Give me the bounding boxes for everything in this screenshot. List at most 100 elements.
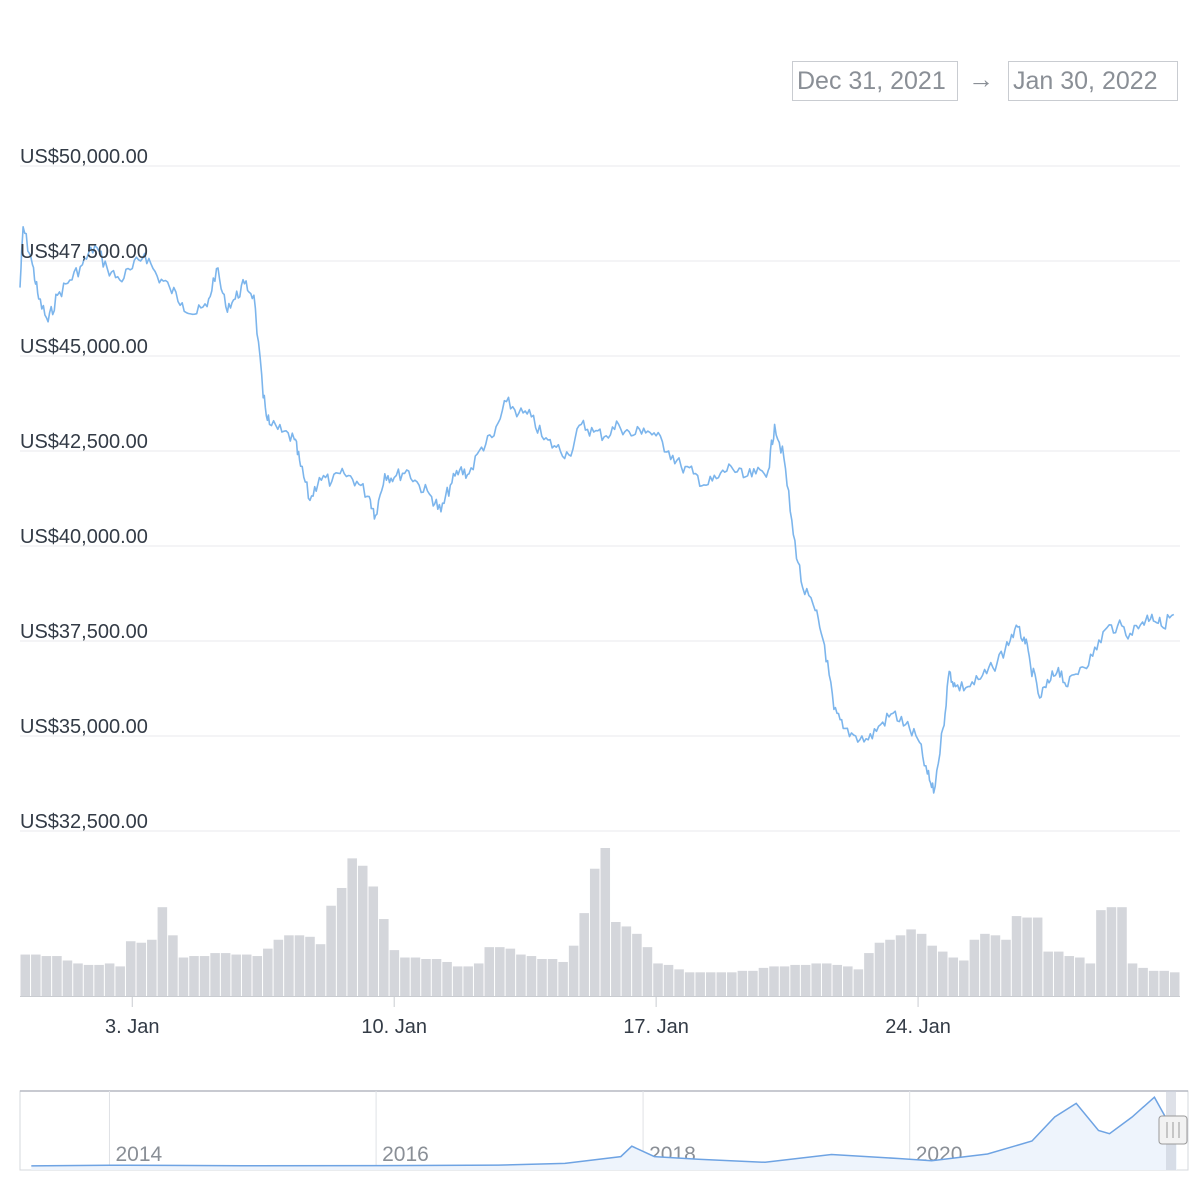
volume-bar bbox=[916, 933, 927, 996]
volume-bar bbox=[115, 966, 125, 996]
volume-bar bbox=[906, 929, 916, 996]
volume-bar bbox=[273, 939, 284, 996]
volume-bar bbox=[94, 964, 104, 996]
navigator-area bbox=[31, 1097, 1177, 1170]
volume-bar bbox=[758, 967, 769, 996]
y-tick-label: US$50,000.00 bbox=[20, 146, 148, 168]
volume-bar bbox=[1138, 967, 1148, 996]
volume-bar bbox=[241, 954, 252, 996]
volume-bar bbox=[263, 948, 273, 996]
volume-bar bbox=[473, 963, 484, 996]
volume-bar bbox=[1096, 910, 1106, 996]
navigator-handle[interactable] bbox=[1158, 1115, 1188, 1145]
volume-bar bbox=[684, 972, 695, 996]
navigator[interactable]: 2014 2016 2018 2020 bbox=[19, 1090, 1189, 1171]
volume-bar bbox=[547, 959, 558, 996]
volume-bar bbox=[980, 933, 990, 996]
volume-bar bbox=[716, 972, 727, 996]
volume-bar bbox=[1127, 963, 1138, 996]
price-series bbox=[19, 226, 1175, 794]
volume-bars bbox=[20, 848, 1180, 996]
volume-bar bbox=[368, 886, 379, 996]
volume-bar bbox=[125, 941, 136, 996]
volume-bar bbox=[737, 970, 748, 996]
volume-bar bbox=[189, 956, 199, 996]
y-tick-label: US$35,000.00 bbox=[20, 716, 148, 738]
volume-bar bbox=[52, 956, 62, 996]
x-tick-label: 17. Jan bbox=[623, 1016, 689, 1038]
volume-bar bbox=[157, 907, 168, 996]
volume-bar bbox=[927, 945, 937, 996]
volume-bar bbox=[779, 966, 790, 996]
volume-bar bbox=[579, 913, 589, 996]
grid-lines bbox=[20, 165, 1180, 832]
volume-bar bbox=[294, 935, 305, 996]
volume-bar bbox=[452, 966, 463, 996]
x-tick-label: 3. Jan bbox=[105, 1016, 159, 1038]
volume-bar bbox=[83, 964, 94, 996]
y-axis-labels: US$50,000.00 US$47,500.00 US$45,000.00 US$4… bbox=[20, 146, 148, 833]
range-end-input[interactable]: Jan 30, 2022 bbox=[1008, 61, 1178, 101]
volume-bar bbox=[442, 961, 452, 996]
volume-bar bbox=[1001, 939, 1011, 996]
volume-bar bbox=[632, 933, 642, 996]
range-start-input[interactable]: Dec 31, 2021 bbox=[792, 61, 958, 101]
volume-bar bbox=[421, 959, 431, 996]
volume-bar bbox=[600, 848, 611, 996]
navigator-year-label: 2014 bbox=[115, 1143, 162, 1166]
y-tick-label: US$37,500.00 bbox=[20, 621, 148, 643]
volume-bar bbox=[463, 966, 473, 996]
navigator-year-label: 2016 bbox=[382, 1143, 429, 1166]
volume-bar bbox=[589, 868, 600, 996]
volume-bar bbox=[811, 963, 821, 996]
volume-bar bbox=[748, 970, 758, 996]
volume-bar bbox=[336, 887, 347, 996]
volume-bar bbox=[790, 964, 800, 996]
volume-bar bbox=[621, 926, 632, 996]
x-tick-label: 10. Jan bbox=[361, 1016, 427, 1038]
y-tick-label: US$42,500.00 bbox=[20, 431, 148, 453]
volume-bar bbox=[41, 956, 52, 996]
volume-bar bbox=[864, 953, 874, 996]
volume-bar bbox=[484, 947, 495, 996]
volume-bar bbox=[1159, 970, 1169, 996]
volume-bar bbox=[220, 953, 231, 996]
volume-bar bbox=[168, 935, 178, 996]
volume-bar bbox=[937, 951, 948, 996]
volume-bar bbox=[843, 966, 853, 996]
x-tick-label: 24. Jan bbox=[885, 1016, 951, 1038]
volume-bar bbox=[357, 865, 368, 996]
volume-bar bbox=[1053, 951, 1064, 996]
volume-bar bbox=[674, 969, 684, 996]
volume-bar bbox=[104, 963, 115, 996]
volume-bar bbox=[210, 953, 220, 996]
volume-bar bbox=[990, 935, 1001, 996]
volume-bar bbox=[31, 954, 41, 996]
y-tick-label: US$40,000.00 bbox=[20, 526, 148, 548]
volume-bar bbox=[62, 960, 73, 996]
volume-bar bbox=[568, 945, 579, 996]
volume-bar bbox=[315, 944, 326, 996]
volume-bar bbox=[231, 954, 241, 996]
volume-bar bbox=[1043, 951, 1053, 996]
volume-bar bbox=[147, 939, 157, 996]
volume-bar bbox=[73, 963, 83, 996]
volume-bar bbox=[20, 954, 31, 996]
volume-bar bbox=[379, 919, 389, 996]
volume-bar bbox=[874, 942, 885, 996]
volume-bar bbox=[653, 963, 663, 996]
volume-bar bbox=[516, 954, 526, 996]
volume-bar bbox=[326, 905, 336, 996]
volume-bar bbox=[1169, 972, 1180, 996]
volume-bar bbox=[895, 935, 906, 996]
volume-bar bbox=[611, 922, 621, 996]
volume-bar bbox=[178, 957, 189, 996]
volume-bar bbox=[431, 959, 442, 996]
volume-bar bbox=[526, 956, 537, 996]
volume-bar bbox=[284, 935, 294, 996]
volume-bar bbox=[199, 956, 210, 996]
volume-bar bbox=[505, 948, 516, 996]
volume-bar bbox=[642, 947, 653, 996]
volume-bar bbox=[305, 936, 315, 996]
